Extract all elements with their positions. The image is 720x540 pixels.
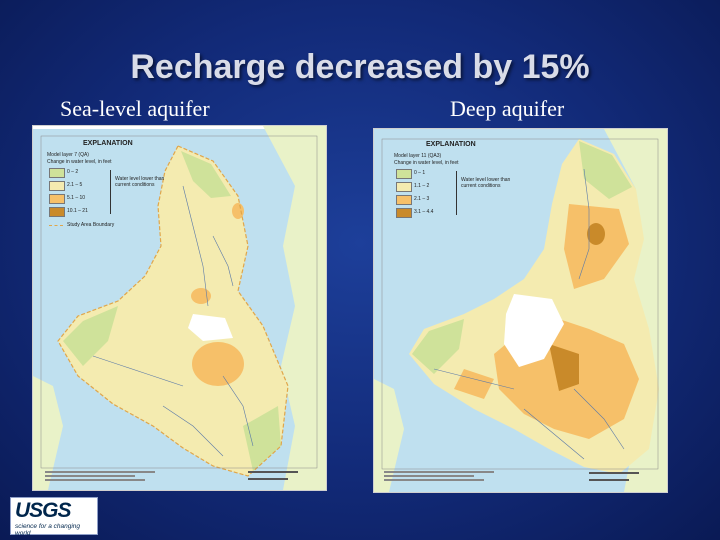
legend-label-2: 5.1 – 10 <box>67 195 86 201</box>
zone-0-2 <box>181 151 231 198</box>
slide-title: Recharge decreased by 15% <box>130 48 590 86</box>
legend-subtitle: Change in water level, in feet <box>394 160 459 166</box>
sea-level-map-graphic <box>33 126 326 490</box>
mainland-west <box>374 379 404 492</box>
usgs-logo-wordmark: USGS <box>15 499 72 522</box>
legend-label-2: 2.1 – 3 <box>414 196 430 202</box>
zone-0-1 <box>579 141 632 199</box>
legend-swatch-2 <box>396 195 412 205</box>
zone-5-10 <box>191 288 211 304</box>
legend-label-3: 10.1 – 21 <box>67 208 88 214</box>
model-layer-label: Model layer 7 (QA) <box>47 152 89 158</box>
zone-0-1 <box>412 319 464 374</box>
legend-swatch-0 <box>49 168 65 178</box>
streams <box>92 185 254 457</box>
down-arrow-icon <box>456 171 457 215</box>
study-area-boundary <box>57 145 289 477</box>
legend-subtitle: Change in water level, in feet <box>47 159 112 165</box>
zone-2-3 <box>564 204 629 289</box>
legend-swatch-1 <box>396 182 412 192</box>
sea-level-aquifer-caption: Sea-level aquifer <box>60 96 210 121</box>
legend-swatch-1 <box>49 181 65 191</box>
arrow-note: Water level lower than current condition… <box>115 176 165 188</box>
model-layer-label: Model layer 11 (QA3) <box>394 153 442 159</box>
legend-label-0: 0 – 2 <box>67 169 79 175</box>
down-arrow-icon <box>110 170 111 214</box>
sea-level-aquifer-map: EXPLANATION Model layer 7 (QA) Change in… <box>32 125 327 491</box>
mainland <box>263 126 326 490</box>
zone-5-10 <box>192 342 244 386</box>
legend-swatch-2 <box>49 194 65 204</box>
legend-label-3: 3.1 – 4.4 <box>414 209 434 215</box>
zone-5-10 <box>232 203 244 219</box>
legend-swatch-3 <box>396 208 412 218</box>
deep-aquifer-map: EXPLANATION Model layer 11 (QA3) Change … <box>373 128 668 493</box>
zone-0-2 <box>243 406 281 471</box>
legend-label-0: 0 – 1 <box>414 170 426 176</box>
zone-3-4 <box>549 344 579 391</box>
mainland-west <box>33 376 63 490</box>
legend-swatch-3 <box>49 207 65 217</box>
zone-0-2 <box>63 306 118 366</box>
legend-heading: EXPLANATION <box>83 140 133 147</box>
boundary-label: Study Area Boundary <box>67 222 115 228</box>
white-area <box>188 314 233 341</box>
boundary-line-icon <box>49 225 63 226</box>
streams <box>433 168 625 460</box>
island <box>58 146 288 476</box>
zone-3-4 <box>587 223 605 245</box>
white-area <box>504 294 564 367</box>
legend-label-1: 1.1 – 2 <box>414 183 430 189</box>
arrow-note: Water level lower than current condition… <box>461 177 511 189</box>
legend-swatch-0 <box>396 169 412 179</box>
deep-map-graphic <box>374 129 667 492</box>
legend-heading: EXPLANATION <box>426 141 476 148</box>
legend-label-1: 2.1 – 5 <box>67 182 83 188</box>
usgs-logo: USGS science for a changing world <box>10 497 98 537</box>
deep-aquifer-caption: Deep aquifer <box>450 96 565 121</box>
usgs-logo-tagline: science for a changing world <box>15 523 81 537</box>
